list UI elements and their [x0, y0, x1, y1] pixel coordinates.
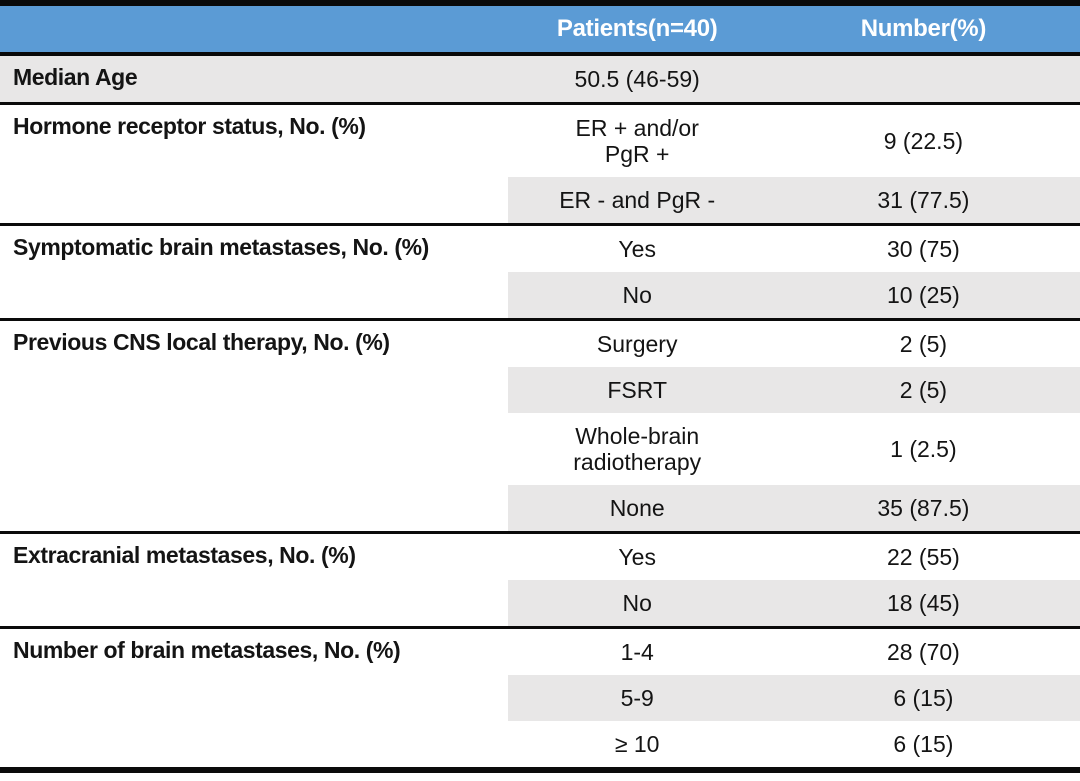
row-header-cell: Symptomatic brain metastases, No. (%) [0, 223, 508, 320]
row-header-cell: Number of brain metastases, No. (%) [0, 626, 508, 770]
header-number-col: Number(%) [766, 6, 1080, 56]
number-cell: 18 (45) [766, 580, 1080, 628]
header-empty-cell [0, 6, 508, 56]
value-cell: No [507, 272, 767, 320]
table-row: Median Age 50.5 (46-59) [0, 54, 1080, 104]
table-row: Symptomatic brain metastases, No. (%) Yes… [0, 223, 1080, 320]
value-cell: Whole-brain radiotherapy [573, 423, 702, 475]
table-row: ER - and PgR -31 (77.5) [0, 177, 1080, 225]
number-cell: 1 (2.5) [890, 436, 957, 462]
value-cell: None [507, 485, 767, 533]
number-cell: 6 (15) [893, 731, 954, 757]
table-row: Previous CNS local therapy, No. (%) Surge… [0, 318, 1080, 533]
table-row: ≥ 10 6 (15) [0, 721, 1080, 770]
value-cell: 50.5 (46-59) [507, 54, 767, 104]
table-row: Hormone receptor status, No. (%) ER + and… [0, 102, 1080, 225]
characteristics-table: Patients(n=40) Number(%) Median Age 50.5 … [0, 6, 1080, 773]
number-cell: 9 (22.5) [766, 102, 1080, 177]
row-header-cell: Hormone receptor status, No. (%) [0, 102, 508, 225]
number-cell: 6 (15) [766, 675, 1080, 721]
number-cell: 2 (5) [766, 367, 1080, 413]
number-cell: 30 (75) [766, 223, 1080, 272]
header-patients-col: Patients(n=40) [507, 6, 767, 56]
value-cell: FSRT [507, 367, 767, 413]
row-header-cell: Previous CNS local therapy, No. (%) [0, 318, 508, 533]
table-row: No 18 (45) [0, 580, 1080, 628]
value-cell: No [507, 580, 767, 628]
table-row: FSRT 2 (5) [0, 367, 1080, 413]
number-cell: 28 (70) [766, 626, 1080, 675]
table-row: Number of brain metastases, No. (%) 1-4 28… [0, 626, 1080, 770]
value-cell: ER + and/or PgR + [507, 102, 767, 177]
value-cell: ≥ 10 [614, 731, 660, 757]
value-cell: Yes [507, 531, 767, 580]
number-cell: 2 (5) [766, 318, 1080, 367]
row-header-cell: Median Age [0, 54, 508, 104]
table-header-row: Patients(n=40) Number(%) [0, 6, 1080, 56]
table-row: No 10 (25) [0, 272, 1080, 320]
number-cell [766, 54, 1080, 104]
value-cell: 1-4 [507, 626, 767, 675]
number-cell: 22 (55) [766, 531, 1080, 580]
table-row: None 35 (87.5) [0, 485, 1080, 533]
value-cell: ER - and PgR - [507, 177, 767, 225]
number-cell: 35 (87.5) [766, 485, 1080, 533]
table-row: Whole-brain radiotherapy 1 (2.5) [0, 413, 1080, 485]
row-header-cell: Extracranial metastases, No. (%) [0, 531, 508, 628]
value-cell: Surgery [507, 318, 767, 367]
table-row: 5-9 6 (15) [0, 675, 1080, 721]
number-cell: 31 (77.5) [766, 177, 1080, 225]
table-row: Extracranial metastases, No. (%) Yes 22 (5… [0, 531, 1080, 628]
value-cell: Yes [507, 223, 767, 272]
value-cell: 5-9 [507, 675, 767, 721]
number-cell: 10 (25) [766, 272, 1080, 320]
table-top-border [0, 0, 1080, 6]
